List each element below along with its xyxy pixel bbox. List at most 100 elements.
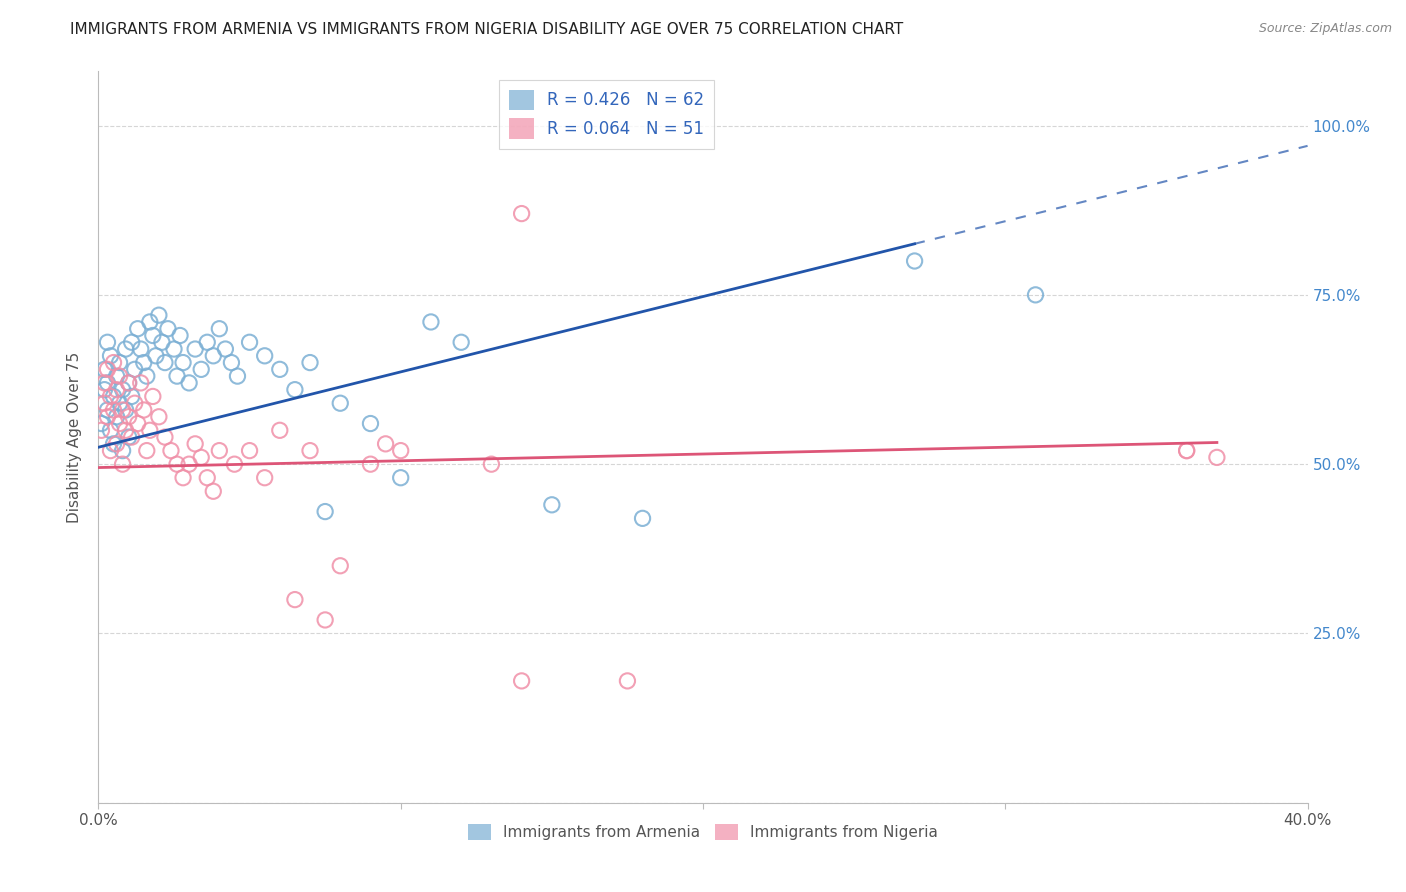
Point (150, 335, 173, 350)
Point (100, 423, 122, 437)
Point (284, 383, 307, 397)
Text: Source: ZipAtlas.com: Source: ZipAtlas.com (1258, 22, 1392, 36)
Point (314, 505, 336, 519)
Point (90, 417, 112, 431)
Point (108, 369, 131, 384)
Point (904, 254, 927, 268)
Point (190, 450, 212, 465)
Point (184, 437, 207, 451)
Point (1175, 443, 1198, 458)
Point (93, 383, 115, 397)
Point (100, 349, 122, 363)
Point (208, 443, 231, 458)
Point (111, 383, 134, 397)
Point (156, 322, 179, 336)
Point (105, 383, 128, 397)
Point (269, 362, 291, 376)
Point (221, 355, 243, 369)
Point (108, 355, 131, 369)
Point (135, 369, 157, 384)
Point (114, 342, 136, 356)
Point (166, 369, 188, 384)
Point (142, 328, 165, 343)
Point (148, 409, 170, 424)
Point (1175, 443, 1198, 458)
Legend: Immigrants from Armenia, Immigrants from Nigeria: Immigrants from Armenia, Immigrants from… (461, 818, 945, 847)
Point (145, 349, 167, 363)
Point (139, 423, 162, 437)
Point (96, 335, 118, 350)
Point (93, 396, 115, 410)
Point (121, 389, 143, 403)
Point (166, 457, 188, 471)
Point (160, 443, 183, 458)
Point (100, 443, 122, 458)
Point (127, 417, 149, 431)
Point (202, 349, 225, 363)
Point (239, 335, 262, 350)
Point (90, 423, 112, 437)
Y-axis label: Disability Age Over 75: Disability Age Over 75 (67, 351, 83, 523)
Point (195, 335, 218, 350)
Point (284, 592, 307, 607)
Point (108, 396, 131, 410)
Point (172, 471, 194, 485)
Point (269, 423, 291, 437)
Point (163, 342, 186, 356)
Point (118, 409, 141, 424)
Point (135, 443, 157, 458)
Point (239, 443, 262, 458)
Point (103, 355, 125, 369)
Point (105, 437, 128, 451)
Point (420, 315, 443, 329)
Point (127, 322, 149, 336)
Point (118, 376, 141, 390)
Point (195, 471, 218, 485)
Point (172, 355, 194, 369)
Point (208, 322, 231, 336)
Point (329, 558, 352, 573)
Point (124, 396, 146, 410)
Point (100, 389, 122, 403)
Point (132, 403, 155, 417)
Point (103, 389, 125, 403)
Point (224, 457, 246, 471)
Point (299, 443, 322, 458)
Point (114, 423, 136, 437)
Point (314, 613, 336, 627)
Point (253, 471, 276, 485)
Point (616, 673, 638, 688)
Point (179, 376, 201, 390)
Point (329, 396, 352, 410)
Point (96, 362, 118, 376)
Point (129, 342, 152, 356)
Point (169, 328, 191, 343)
Point (124, 362, 146, 376)
Point (179, 457, 201, 471)
Point (132, 355, 155, 369)
Point (1024, 288, 1046, 302)
Point (121, 430, 143, 444)
Point (510, 206, 533, 220)
Point (226, 369, 249, 384)
Point (1206, 450, 1229, 465)
Point (139, 315, 162, 329)
Point (148, 308, 170, 322)
Point (360, 417, 382, 431)
Point (118, 430, 141, 444)
Point (111, 443, 134, 458)
Point (631, 511, 654, 525)
Point (105, 409, 128, 424)
Point (93, 362, 115, 376)
Point (153, 430, 176, 444)
Point (389, 443, 412, 458)
Point (103, 437, 125, 451)
Point (105, 369, 128, 384)
Point (374, 437, 396, 451)
Point (108, 417, 131, 431)
Text: IMMIGRANTS FROM ARMENIA VS IMMIGRANTS FROM NIGERIA DISABILITY AGE OVER 75 CORREL: IMMIGRANTS FROM ARMENIA VS IMMIGRANTS FR… (70, 22, 904, 37)
Point (299, 355, 322, 369)
Point (111, 457, 134, 471)
Point (153, 355, 176, 369)
Point (121, 335, 143, 350)
